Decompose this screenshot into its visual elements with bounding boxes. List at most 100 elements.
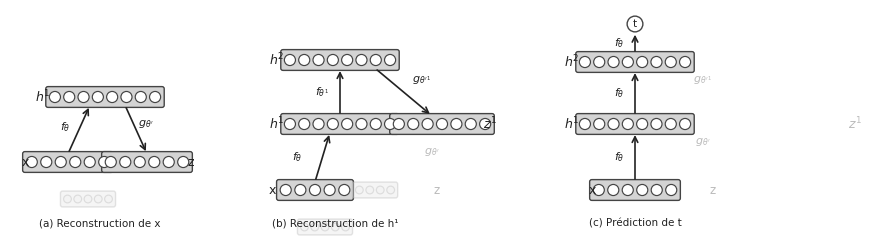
Circle shape bbox=[342, 54, 353, 66]
Circle shape bbox=[623, 56, 633, 68]
Circle shape bbox=[26, 157, 38, 167]
Circle shape bbox=[622, 184, 633, 196]
Text: $g_{\theta^\prime}$: $g_{\theta^\prime}$ bbox=[138, 118, 153, 129]
FancyBboxPatch shape bbox=[297, 219, 353, 235]
Circle shape bbox=[280, 184, 291, 196]
Circle shape bbox=[408, 118, 419, 129]
Circle shape bbox=[84, 157, 96, 167]
Circle shape bbox=[370, 118, 381, 129]
FancyBboxPatch shape bbox=[46, 87, 164, 107]
Circle shape bbox=[295, 184, 306, 196]
FancyBboxPatch shape bbox=[281, 113, 399, 134]
Circle shape bbox=[121, 91, 132, 103]
Circle shape bbox=[134, 157, 146, 167]
Circle shape bbox=[384, 54, 396, 66]
Text: $h^2$: $h^2$ bbox=[269, 52, 285, 68]
Circle shape bbox=[623, 118, 633, 129]
Circle shape bbox=[580, 56, 590, 68]
Text: $g_{\theta^\prime{}^1}$: $g_{\theta^\prime{}^1}$ bbox=[412, 74, 431, 86]
Circle shape bbox=[376, 186, 384, 194]
Text: $h^1$: $h^1$ bbox=[269, 116, 285, 132]
Text: z: z bbox=[434, 183, 440, 197]
Circle shape bbox=[666, 56, 676, 68]
Circle shape bbox=[339, 184, 350, 196]
Circle shape bbox=[327, 54, 339, 66]
Circle shape bbox=[64, 195, 71, 203]
Text: z: z bbox=[709, 183, 717, 197]
Text: $h^1$: $h^1$ bbox=[564, 116, 580, 132]
Circle shape bbox=[120, 157, 131, 167]
Circle shape bbox=[666, 118, 676, 129]
Circle shape bbox=[393, 118, 404, 129]
Circle shape bbox=[637, 184, 648, 196]
Text: (b) Reconstruction de h¹: (b) Reconstruction de h¹ bbox=[272, 219, 398, 229]
Circle shape bbox=[135, 91, 146, 103]
Circle shape bbox=[593, 184, 604, 196]
Circle shape bbox=[55, 157, 67, 167]
Circle shape bbox=[107, 91, 118, 103]
Text: $f_\theta$: $f_\theta$ bbox=[60, 121, 70, 134]
Circle shape bbox=[652, 184, 662, 196]
Text: (c) Prédiction de t: (c) Prédiction de t bbox=[588, 219, 681, 229]
Circle shape bbox=[627, 16, 643, 32]
Circle shape bbox=[666, 184, 677, 196]
Text: $f_\theta$: $f_\theta$ bbox=[614, 36, 624, 50]
Circle shape bbox=[594, 56, 605, 68]
Text: x: x bbox=[588, 183, 595, 197]
Circle shape bbox=[355, 186, 363, 194]
Circle shape bbox=[310, 223, 318, 231]
Text: $g_{\theta^\prime}$: $g_{\theta^\prime}$ bbox=[424, 146, 440, 158]
Circle shape bbox=[284, 118, 296, 129]
Circle shape bbox=[301, 223, 309, 231]
Circle shape bbox=[580, 118, 590, 129]
Circle shape bbox=[594, 118, 605, 129]
Circle shape bbox=[69, 157, 81, 167]
Circle shape bbox=[637, 56, 648, 68]
FancyBboxPatch shape bbox=[389, 113, 495, 134]
Circle shape bbox=[321, 223, 329, 231]
FancyBboxPatch shape bbox=[61, 191, 116, 207]
Circle shape bbox=[422, 118, 433, 129]
Text: $h^2$: $h^2$ bbox=[564, 54, 580, 70]
Circle shape bbox=[64, 91, 75, 103]
Circle shape bbox=[651, 56, 662, 68]
Text: $f_\theta$: $f_\theta$ bbox=[614, 86, 624, 100]
Text: $h^1$: $h^1$ bbox=[35, 89, 51, 105]
Circle shape bbox=[608, 56, 619, 68]
Circle shape bbox=[680, 118, 690, 129]
Circle shape bbox=[49, 91, 61, 103]
Circle shape bbox=[342, 118, 353, 129]
Circle shape bbox=[284, 54, 296, 66]
Circle shape bbox=[105, 157, 117, 167]
Text: $f_\theta$: $f_\theta$ bbox=[292, 150, 303, 164]
Circle shape bbox=[40, 157, 52, 167]
Text: $f_{\theta^1}$: $f_{\theta^1}$ bbox=[315, 85, 329, 99]
Circle shape bbox=[370, 54, 381, 66]
Circle shape bbox=[356, 54, 367, 66]
Circle shape bbox=[149, 157, 160, 167]
Circle shape bbox=[150, 91, 160, 103]
FancyBboxPatch shape bbox=[276, 180, 353, 200]
Circle shape bbox=[310, 184, 321, 196]
Circle shape bbox=[637, 118, 648, 129]
Circle shape bbox=[104, 195, 112, 203]
Circle shape bbox=[651, 118, 662, 129]
Text: x: x bbox=[268, 183, 275, 197]
Text: t: t bbox=[633, 19, 637, 29]
FancyBboxPatch shape bbox=[576, 113, 695, 134]
Circle shape bbox=[313, 54, 324, 66]
Text: $f_\theta$: $f_\theta$ bbox=[614, 150, 624, 164]
Circle shape bbox=[95, 195, 102, 203]
FancyBboxPatch shape bbox=[576, 52, 695, 72]
FancyBboxPatch shape bbox=[353, 182, 397, 198]
Text: $g_{\theta^\prime{}^1}$: $g_{\theta^\prime{}^1}$ bbox=[694, 74, 712, 86]
Circle shape bbox=[74, 195, 82, 203]
Text: (a) Reconstruction de x: (a) Reconstruction de x bbox=[39, 219, 160, 229]
Text: $z^1$: $z^1$ bbox=[483, 116, 497, 132]
Circle shape bbox=[387, 186, 395, 194]
Text: $z^1$: $z^1$ bbox=[848, 116, 862, 132]
Circle shape bbox=[480, 118, 491, 129]
FancyBboxPatch shape bbox=[102, 151, 192, 172]
Circle shape bbox=[680, 56, 690, 68]
FancyBboxPatch shape bbox=[589, 180, 681, 200]
